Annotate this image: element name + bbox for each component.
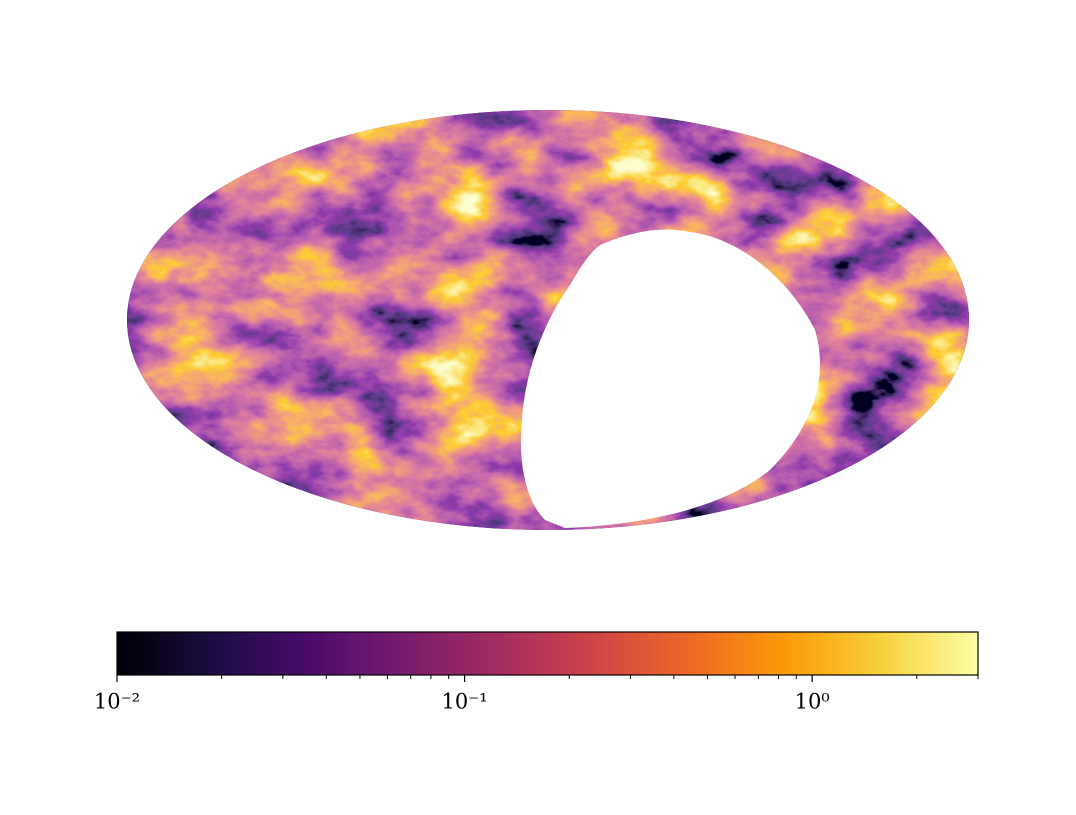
tick-label: 10⁰ <box>795 690 830 714</box>
tick-label: 10⁻¹ <box>441 690 487 714</box>
tick-label: 10⁻² <box>94 690 140 714</box>
masked-region <box>520 229 820 528</box>
colorbar: 10⁻² 10⁻¹ 10⁰ <box>94 631 979 714</box>
colorbar-body <box>116 631 979 676</box>
sky-map <box>127 110 969 530</box>
